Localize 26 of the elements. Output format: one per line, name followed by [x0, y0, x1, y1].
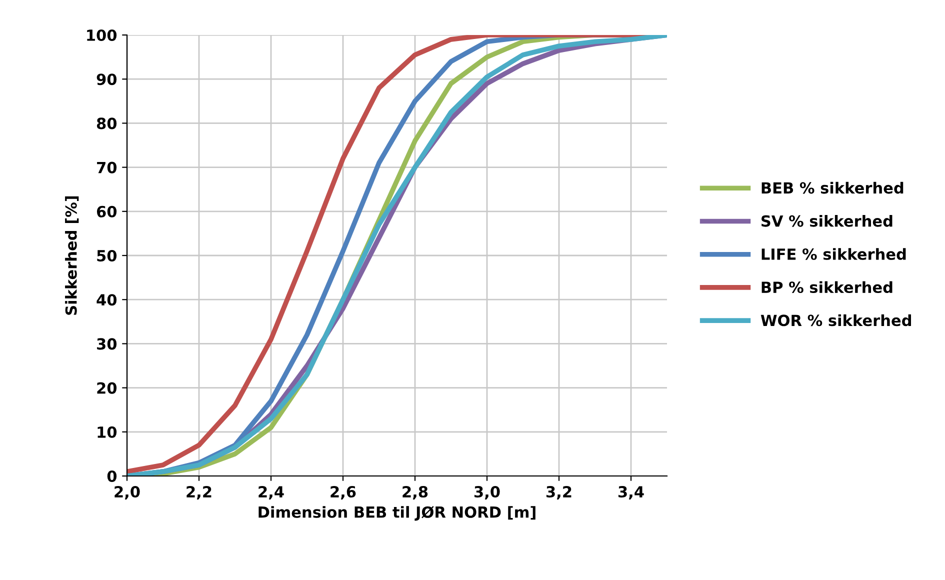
y-tick-label: 60: [96, 206, 117, 218]
y-tick-label: 40: [96, 294, 117, 306]
legend-label: SV % sikkerhed: [762, 214, 892, 227]
x-tick-label: 2,4: [258, 486, 284, 500]
legend-label: BEB % sikkerhed: [762, 182, 904, 194]
legend-label: BP % sikkerhed: [762, 281, 892, 294]
y-tick-label: 50: [97, 250, 117, 262]
y-tick-label: 0: [107, 470, 117, 482]
x-tick-label: 3,4: [618, 486, 644, 500]
x-tick-label: 2,2: [186, 486, 212, 500]
y-tick-label: 30: [97, 338, 117, 350]
y-tick-label: 10: [98, 426, 117, 438]
x-tick-label: 2,8: [402, 486, 428, 500]
y-tick-label: 100: [87, 29, 117, 42]
x-tick-label: 3,0: [474, 486, 500, 500]
y-axis-title: Sikkerhed [%]: [65, 196, 79, 315]
x-tick-label: 3,2: [546, 486, 572, 500]
y-tick-label: 80: [96, 118, 117, 130]
legend-label: WOR % sikkerhed: [760, 314, 911, 326]
legend-label: LIFE % sikkerhed: [762, 248, 906, 260]
y-tick-label: 70: [97, 162, 117, 174]
y-tick-label: 90: [96, 74, 117, 86]
x-tick-label: 2,0: [114, 486, 140, 500]
x-tick-label: 2,6: [330, 486, 356, 500]
x-axis-title: Dimension BEB til JØR NORD [m]: [258, 506, 536, 521]
y-tick-label: 20: [97, 382, 117, 394]
